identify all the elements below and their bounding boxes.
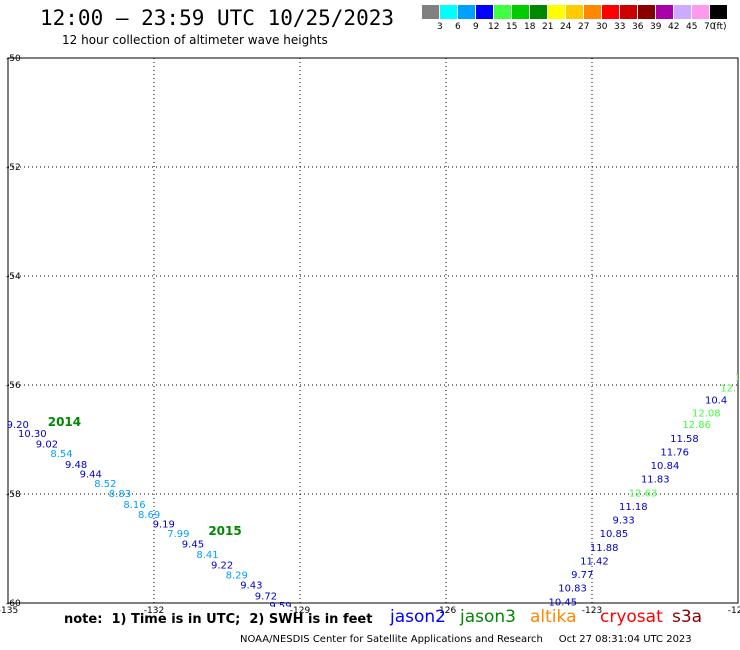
scale-unit: (ft) — [713, 22, 727, 32]
swh-data-label: 11.42 — [580, 556, 609, 567]
swh-data-label: 10.83 — [558, 584, 587, 595]
swh-data-label: 9.45 — [182, 540, 204, 551]
swh-data-label: 8.52 — [94, 479, 116, 490]
scale-swatch — [566, 5, 583, 19]
satellite-jason2: jason2 — [390, 607, 446, 627]
swh-data-label: 8.16 — [123, 500, 145, 511]
scale-swatch — [584, 5, 601, 19]
lat-tick-label: -60 — [6, 599, 21, 609]
lon-tick-label: -123 — [582, 606, 602, 616]
footer-credit: NOAA/NESDIS Center for Satellite Applica… — [240, 634, 692, 645]
lat-tick-label: -50 — [6, 54, 21, 64]
swh-data-label: 12. — [735, 373, 740, 384]
scale-label: 15 — [506, 22, 518, 32]
scale-swatch — [602, 5, 619, 19]
scale-label: 45 — [686, 22, 698, 32]
swh-data-label: 10.4 — [705, 396, 727, 407]
scale-swatch — [512, 5, 529, 19]
lon-tick-label: -135 — [0, 606, 18, 616]
wave-height-color-scale: 3 6 9 12 15 18 21 24 27 30 33 36 39 42 45 70 (ft) — [422, 5, 728, 35]
swh-data-label: 9.22 — [211, 560, 233, 571]
swh-data-label: 9.44 — [80, 469, 102, 480]
satellite-s3a: s3a — [672, 607, 703, 627]
swh-data-label: 9.43 — [240, 580, 262, 591]
scale-label: 42 — [668, 22, 680, 32]
map-frame — [7, 57, 739, 604]
swh-data-label: 10.84 — [651, 461, 680, 472]
scale-label: 18 — [524, 22, 536, 32]
lat-tick-label: -56 — [6, 381, 21, 391]
swh-data-label: 8.69 — [138, 510, 160, 521]
swh-data-label: 12. — [720, 384, 736, 395]
lat-tick-label: -58 — [6, 490, 21, 500]
scale-swatch — [710, 5, 727, 19]
data-layer: 9.2010.309.028.549.489.448.528.838.168.6… — [7, 373, 740, 612]
swh-data-label: 12.63 — [629, 488, 658, 499]
swh-data-label: 12.86 — [682, 420, 711, 431]
swh-data-label: 12.08 — [692, 408, 721, 419]
scale-label: 3 — [437, 22, 443, 32]
swh-data-label: 9.19 — [153, 519, 175, 530]
satellite-cryosat: cryosat — [600, 607, 663, 627]
lon-tick-label: -126 — [436, 606, 457, 616]
scale-swatch — [458, 5, 475, 19]
swh-data-label: 10.45 — [548, 597, 577, 608]
scale-swatch — [440, 5, 457, 19]
scale-swatch — [476, 5, 493, 19]
swh-data-label: 8.54 — [50, 449, 72, 460]
scale-label: 6 — [455, 22, 461, 32]
swh-data-label: 8.29 — [226, 571, 248, 582]
swh-data-label: 10.30 — [18, 429, 47, 440]
satellite-jason3: jason3 — [460, 607, 516, 627]
swh-data-label: 8.83 — [109, 489, 131, 500]
scale-label: 33 — [614, 22, 626, 32]
scale-swatch — [548, 5, 565, 19]
scale-label: 30 — [596, 22, 608, 32]
swh-data-label: 9.77 — [571, 570, 593, 581]
swh-data-label: 9.02 — [36, 439, 58, 450]
lat-tick-label: -54 — [6, 272, 21, 282]
page-title: 12:00 – 23:59 UTC 10/25/2023 — [40, 6, 395, 30]
satellite-altika: altika — [530, 607, 577, 627]
page-subtitle: 12 hour collection of altimeter wave hei… — [62, 33, 328, 47]
swh-data-label: 11.76 — [660, 447, 689, 458]
scale-label: 21 — [542, 22, 554, 32]
swh-data-label: 11.88 — [590, 543, 619, 554]
scale-swatch — [494, 5, 511, 19]
swh-data-label: 11.83 — [641, 475, 670, 486]
swh-data-label: 11.58 — [670, 434, 699, 445]
lon-tick-label: -129 — [290, 606, 311, 616]
scale-swatch — [638, 5, 655, 19]
scale-swatch — [530, 5, 547, 19]
scale-swatch — [692, 5, 709, 19]
swh-data-label: 9.59 — [269, 601, 291, 612]
lon-tick-label: -132 — [144, 606, 164, 616]
scale-label: 27 — [578, 22, 590, 32]
swh-data-label: 9.72 — [255, 591, 277, 602]
scale-label: 12 — [488, 22, 500, 32]
footer-note: note: 1) Time is in UTC; 2) SWH is in fe… — [64, 612, 373, 627]
scale-label: 24 — [560, 22, 572, 32]
scale-swatch — [674, 5, 691, 19]
swh-data-label: 9.48 — [65, 460, 87, 471]
scale-swatch — [620, 5, 637, 19]
swh-data-label: 9.20 — [7, 420, 29, 431]
swh-data-label: 11.18 — [619, 502, 648, 513]
scale-swatch — [422, 5, 439, 19]
swh-data-label: 10.85 — [600, 529, 629, 540]
swh-data-label: 8.41 — [196, 550, 218, 561]
scale-swatch — [656, 5, 673, 19]
scale-label: 36 — [632, 22, 644, 32]
scale-label: 39 — [650, 22, 662, 32]
lat-tick-label: -52 — [6, 163, 21, 173]
pass-time-tag: 2015 — [208, 524, 241, 538]
swh-data-label: 9.33 — [613, 516, 635, 527]
scale-label: 70 — [704, 22, 716, 32]
scale-label: 9 — [473, 22, 479, 32]
lon-tick-label: -120 — [728, 606, 740, 616]
swh-data-label: 7.99 — [167, 529, 189, 540]
pass-time-tag: 2014 — [48, 415, 81, 429]
